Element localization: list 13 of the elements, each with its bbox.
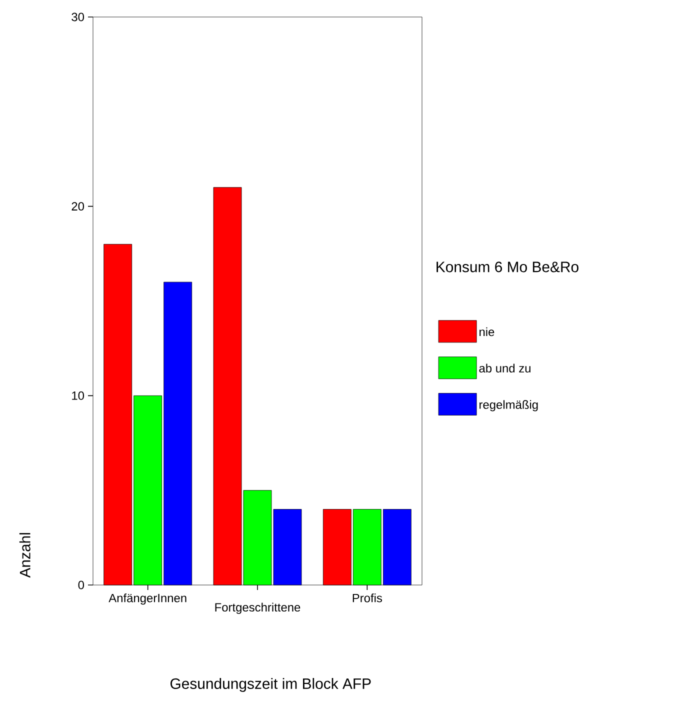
- legend-label: ab und zu: [479, 364, 530, 373]
- y-axis-title: Anzahl: [19, 533, 30, 578]
- x-tick-label: Fortgeschrittene: [215, 602, 300, 614]
- x-tick-label: Profis: [352, 594, 382, 602]
- legend-label: regelmäßig: [480, 400, 538, 412]
- y-tick-label: 30: [72, 12, 84, 22]
- y-tick-label: 10: [72, 391, 84, 400]
- y-tick-label: 0: [78, 580, 84, 590]
- x-tick-label: AnfängerInnen: [108, 594, 186, 605]
- legend-label: nie: [480, 327, 494, 336]
- x-axis-title: Gesundungszeit im Block AFP: [170, 678, 371, 692]
- y-tick-label: 20: [72, 202, 84, 211]
- legend-title: Konsum 6 Mo Be&Ro: [436, 262, 578, 272]
